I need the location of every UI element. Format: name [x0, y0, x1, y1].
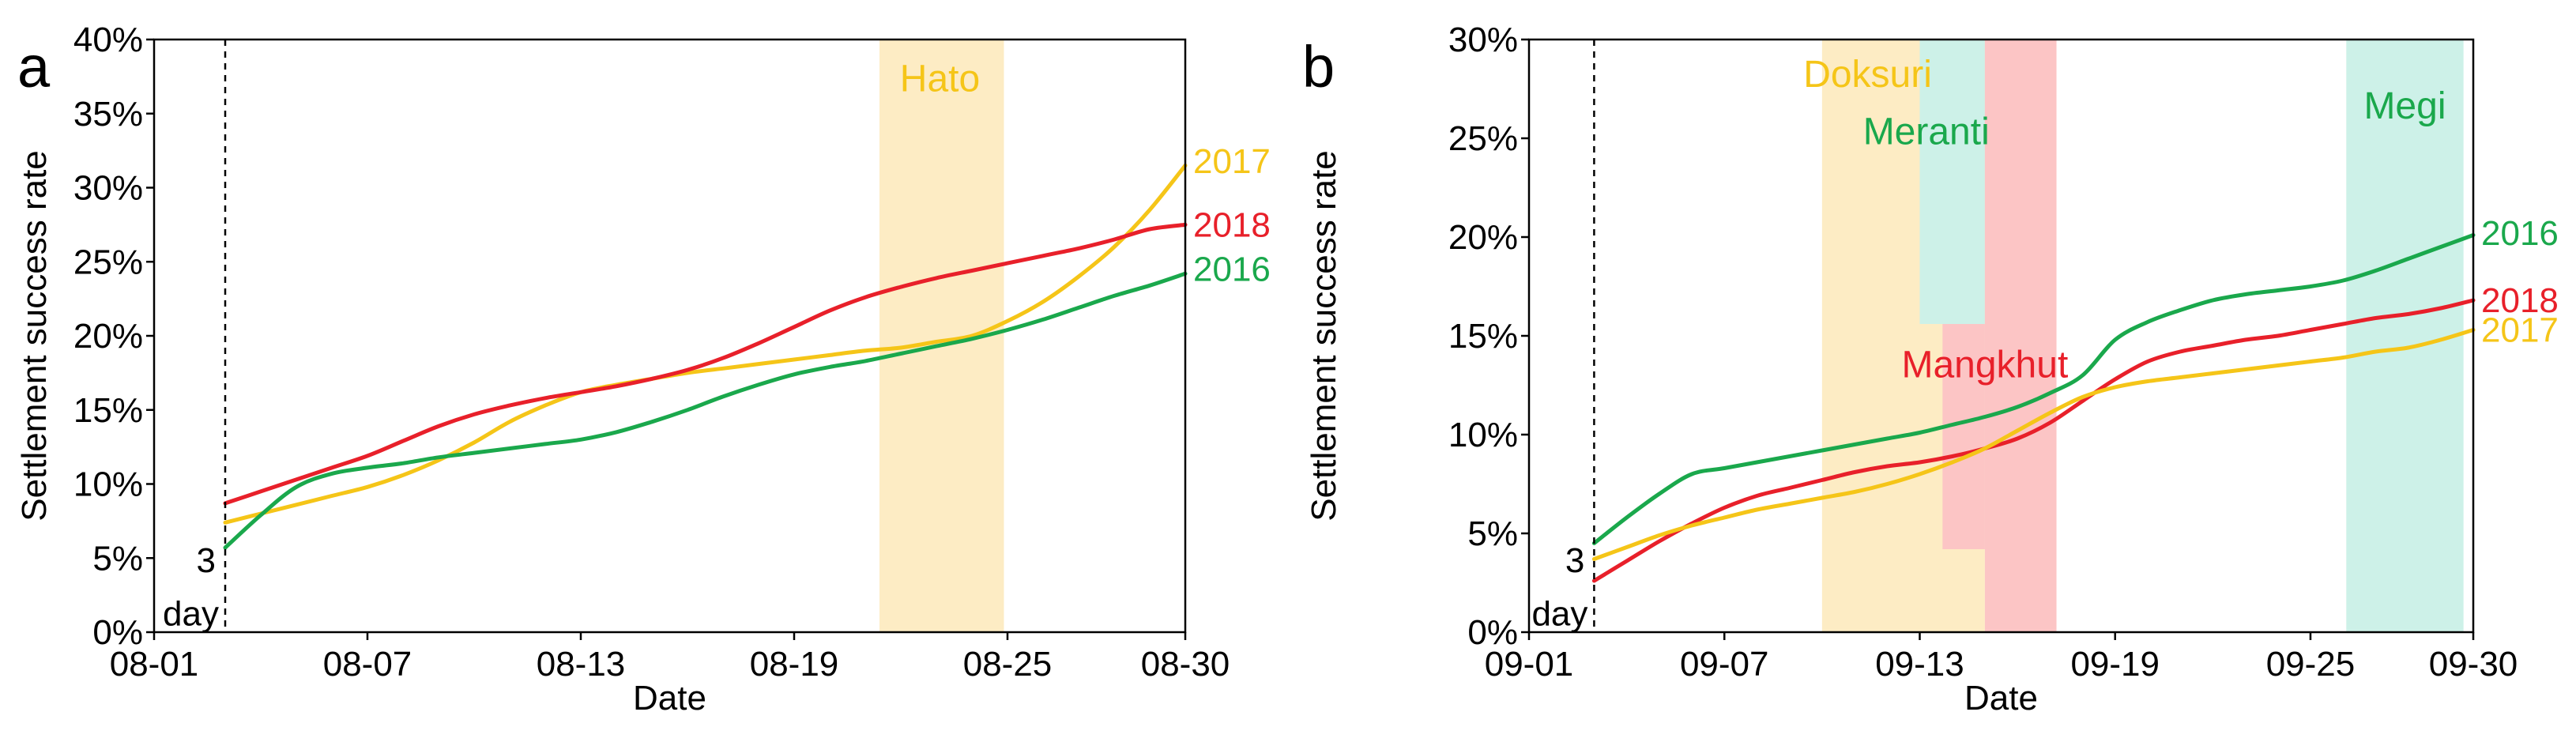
series-label-2016: 2016	[2481, 214, 2559, 253]
panel-label-a: a	[17, 34, 51, 100]
y-tick-label: 25%	[73, 243, 143, 281]
x-tick-label: 09-07	[1680, 645, 1769, 684]
y-tick-label: 25%	[1448, 119, 1518, 158]
event-label-meranti: Meranti	[1863, 111, 1990, 153]
series-line-2018	[223, 222, 1188, 506]
y-axis-title: Settlement success rate	[1305, 150, 1343, 522]
marker-label-unit: day	[163, 595, 219, 634]
y-axis-title: Settlement success rate	[15, 150, 54, 522]
event-label-hato: Hato	[900, 58, 980, 100]
marker-label-number: 3	[1565, 541, 1584, 580]
y-tick-label: 30%	[73, 169, 143, 208]
x-tick-label: 09-30	[2429, 645, 2518, 684]
series-label-2018: 2018	[2481, 281, 2559, 320]
x-tick-label: 08-19	[750, 645, 839, 684]
series-label-2018: 2018	[1193, 205, 1271, 244]
series-label-2017: 2017	[2481, 311, 2559, 350]
y-tick-label: 15%	[73, 391, 143, 430]
plot-frame	[153, 38, 1187, 634]
y-tick-label: 20%	[73, 317, 143, 356]
x-tick-label: 08-30	[1141, 645, 1230, 684]
y-tick-label: 5%	[92, 539, 143, 578]
x-axis-title: Date	[1964, 679, 2038, 718]
marker-label-number: 3	[197, 541, 216, 580]
x-tick-label: 08-07	[323, 645, 412, 684]
panel-b-chart: 0% 5% 10% 15% 20% 25% 30% 09-01 09-07 09-13 09-19 0…	[1302, 21, 2559, 718]
event-label-megi: Megi	[2363, 85, 2446, 127]
marker-label-unit: day	[1531, 595, 1587, 634]
series-line-2018	[1591, 298, 2476, 583]
series-line-2017	[1591, 328, 2476, 561]
y-tick-label: 10%	[73, 465, 143, 504]
y-tick-label: 35%	[73, 95, 143, 134]
y-tick-label: 0%	[1467, 613, 1518, 652]
x-tick-label: 09-01	[1485, 645, 1574, 684]
y-tick-label: 40%	[73, 21, 143, 59]
y-tick-label: 5%	[1467, 514, 1518, 553]
series-line-2016	[223, 271, 1188, 550]
x-tick-label: 08-25	[963, 645, 1053, 684]
y-tick-label: 20%	[1448, 218, 1518, 257]
event-label-mangkhut: Mangkhut	[1901, 345, 2068, 386]
event-band-mangkhut	[1984, 40, 2057, 632]
event-label-doksuri: Doksuri	[1803, 54, 1932, 96]
x-tick-label: 09-25	[2266, 645, 2356, 684]
series-line-2017	[223, 163, 1188, 525]
y-tick-label: 0%	[92, 613, 143, 652]
x-axis-title: Date	[633, 679, 706, 718]
x-tick-label: 09-19	[2070, 645, 2160, 684]
y-tick-label: 15%	[1448, 317, 1518, 356]
series-line-2016	[1591, 233, 2476, 545]
event-band-megi	[2346, 40, 2464, 632]
panel-label-b: b	[1302, 34, 1335, 100]
series-label-2017: 2017	[1193, 142, 1271, 181]
y-tick-label: 30%	[1448, 21, 1518, 59]
x-tick-label: 09-13	[1875, 645, 1964, 684]
event-band-meranti	[1919, 40, 1985, 324]
y-tick-label: 10%	[1448, 416, 1518, 454]
panel-a-chart: 0% 5% 10% 15% 20% 25% 30% 35% 40% 08-01 08-07 08-13…	[15, 21, 1271, 718]
x-tick-label: 08-01	[110, 645, 199, 684]
event-band-mangkhut-ext	[1942, 324, 1985, 549]
series-label-2016: 2016	[1193, 250, 1271, 289]
x-tick-label: 08-13	[537, 645, 626, 684]
